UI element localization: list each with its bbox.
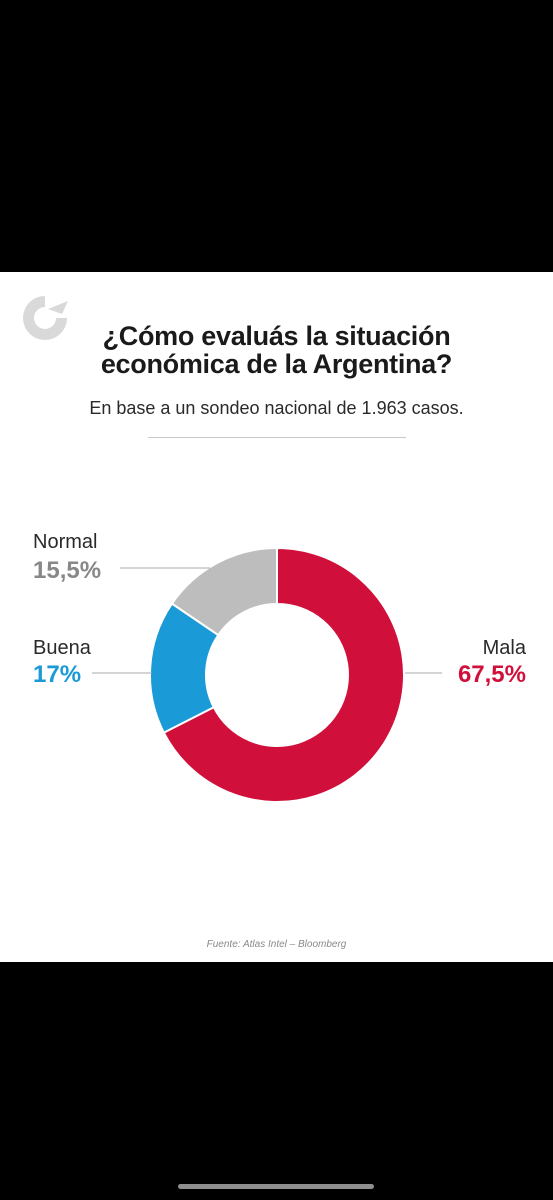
label-mala-value: 67,5% [458, 661, 526, 688]
chart-subtitle: En base a un sondeo nacional de 1.963 ca… [89, 398, 464, 418]
chart-title-line-2: económica de la Argentina? [100, 349, 453, 379]
divider [148, 437, 406, 438]
chart-title-line-1: ¿Cómo evaluás la situación [102, 321, 451, 351]
chart-title: ¿Cómo evaluás la situación económica de … [0, 322, 553, 378]
donut-slices [149, 546, 405, 803]
donut-slice-normal [170, 546, 278, 637]
label-normal-name: Normal [33, 531, 97, 553]
brand-logo-icon [23, 296, 68, 340]
label-buena-value: 17% [33, 661, 81, 688]
home-indicator[interactable] [178, 1184, 374, 1189]
source-label: Fuente: [206, 939, 241, 950]
donut-chart: Normal 15,5% Buena 17% Mala 67,5% [33, 531, 527, 803]
donut-slice-mala [162, 546, 405, 803]
label-normal-value: 15,5% [33, 557, 101, 584]
label-buena-name: Buena [33, 637, 92, 659]
chart-card: ¿Cómo evaluás la situación económica de … [0, 272, 553, 962]
source-note: Fuente: Atlas Intel – Bloomberg [0, 939, 553, 950]
source-text: Atlas Intel – Bloomberg [242, 939, 347, 950]
label-mala-name: Mala [483, 637, 527, 659]
